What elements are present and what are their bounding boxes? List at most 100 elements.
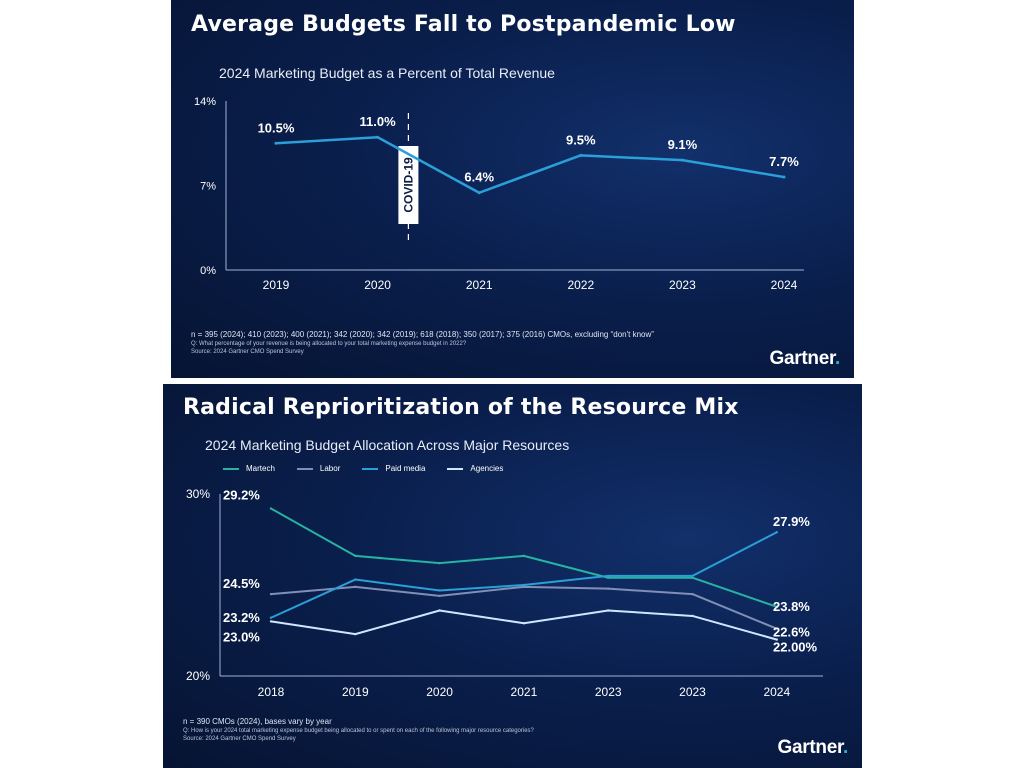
data-point — [680, 158, 684, 162]
data-point — [438, 609, 441, 612]
data-label: 7.7% — [769, 154, 799, 169]
x-tick-label: 2024 — [771, 278, 798, 292]
resource-mix-line-chart: 20% 30% 2018 2019 2020 2021 2023 2023 2024 29.2% 2… — [186, 487, 823, 699]
resource-mix-chart-panel: Radical Reprioritization of the Resource… — [163, 384, 862, 768]
data-point — [477, 191, 481, 195]
data-label: 23.2% — [223, 610, 260, 625]
x-tick-label: 2020 — [426, 685, 453, 699]
x-tick-label: 2023 — [595, 685, 622, 699]
legend-item: Agencies — [447, 464, 503, 473]
sample-note: n = 390 CMOs (2024), bases vary by year — [183, 717, 332, 726]
data-point — [522, 585, 526, 589]
data-label: 24.5% — [223, 576, 260, 591]
legend-label: Martech — [246, 464, 275, 473]
x-tick-label: 2018 — [258, 685, 285, 699]
panel-heading: Average Budgets Fall to Postpandemic Low — [191, 12, 736, 37]
legend-item: Martech — [223, 464, 275, 473]
data-point — [354, 632, 357, 636]
x-tick-label: 2021 — [466, 278, 493, 292]
sample-note: n = 395 (2024); 410 (2023); 400 (2021); … — [191, 330, 654, 339]
y-tick-label: 7% — [200, 181, 216, 193]
data-point — [691, 574, 694, 578]
data-point — [522, 622, 526, 625]
data-point — [522, 583, 526, 587]
x-tick-label: 2020 — [364, 278, 391, 292]
data-point — [607, 587, 610, 590]
data-point — [782, 175, 786, 179]
data-label: 23.0% — [223, 629, 260, 644]
source-note: Source: 2024 Gartner CMO Spend Survey — [191, 349, 304, 355]
x-tick-label: 2023 — [679, 685, 706, 699]
data-point — [775, 638, 778, 641]
data-point — [438, 589, 441, 592]
panel-heading: Radical Reprioritization of the Resource… — [183, 395, 739, 420]
data-label: 9.5% — [566, 132, 596, 147]
data-point — [438, 561, 441, 565]
data-point — [269, 616, 273, 619]
data-label: 22.6% — [773, 625, 810, 640]
budget-chart-panel: Average Budgets Fall to Postpandemic Low… — [171, 0, 854, 378]
data-point — [438, 594, 441, 598]
legend-label: Labor — [319, 464, 341, 473]
y-tick-label: 30% — [186, 487, 210, 501]
gartner-logo: Gartner. — [769, 348, 841, 369]
data-label: 6.4% — [464, 170, 494, 185]
data-point — [269, 507, 273, 510]
x-tick-label: 2019 — [263, 278, 290, 292]
data-point — [579, 153, 583, 157]
data-point — [607, 576, 610, 579]
chart-subtitle: 2024 Marketing Budget Allocation Across … — [205, 437, 570, 453]
y-tick-label: 0% — [200, 265, 216, 277]
y-tick-label: 14% — [194, 96, 216, 108]
data-point — [775, 627, 778, 630]
data-point — [691, 614, 694, 618]
series-line-paid-media — [270, 531, 778, 619]
chart-subtitle: 2024 Marketing Budget as a Percent of To… — [219, 65, 555, 81]
question-note: Q: How is your 2024 total marketing expe… — [183, 728, 534, 734]
gartner-logo: Gartner. — [777, 737, 849, 758]
series-line-agencies — [270, 609, 778, 641]
data-label: 10.5% — [258, 120, 295, 135]
legend-swatch — [362, 467, 379, 470]
covid-label-box — [398, 146, 419, 224]
covid-annotation: COVID-19 — [401, 157, 415, 213]
question-note: Q: What percentage of your revenue is be… — [191, 341, 467, 347]
budget-series-line — [275, 135, 785, 194]
data-label: 9.1% — [668, 137, 698, 152]
data-point — [522, 554, 526, 558]
x-tick-label: 2023 — [669, 278, 696, 292]
legend-label: Agencies — [470, 464, 504, 473]
data-point — [691, 592, 694, 596]
legend-label: Paid media — [385, 464, 426, 473]
x-tick-label: 2019 — [342, 685, 369, 699]
budget-line-chart: 0% 7% 14% 2019 2020 2021 2022 2023 2024 COVID-19 1… — [194, 96, 804, 292]
chart-notes: n = 395 (2024); 410 (2023); 400 (2021); … — [191, 330, 654, 355]
legend-item: Labor — [296, 464, 341, 473]
source-note: Source: 2024 Gartner CMO Spend Survey — [183, 736, 296, 742]
data-point — [274, 141, 278, 145]
data-point — [376, 135, 380, 139]
data-point — [607, 574, 610, 578]
data-point — [775, 531, 778, 534]
chart-legend: Martech Labor Paid media Agencies — [223, 464, 503, 473]
data-label: 27.9% — [773, 514, 810, 529]
data-label: 29.2% — [223, 488, 260, 503]
x-tick-label: 2022 — [567, 278, 594, 292]
legend-item: Paid media — [362, 464, 425, 473]
data-point — [354, 554, 357, 558]
x-tick-label: 2021 — [511, 685, 538, 699]
x-tick-label: 2024 — [763, 685, 790, 699]
data-point — [607, 609, 610, 612]
data-label: 23.8% — [773, 599, 810, 614]
data-label: 11.0% — [360, 114, 397, 129]
data-label: 22.00% — [773, 640, 818, 655]
data-point — [269, 620, 273, 623]
series-line-martech — [270, 507, 778, 608]
data-point — [354, 578, 357, 581]
legend-swatch — [296, 467, 313, 470]
chart-notes: n = 390 CMOs (2024), bases vary by year … — [183, 717, 534, 742]
data-point — [269, 592, 273, 596]
legend-swatch — [447, 467, 464, 470]
legend-swatch — [223, 467, 239, 470]
data-point — [354, 585, 357, 589]
